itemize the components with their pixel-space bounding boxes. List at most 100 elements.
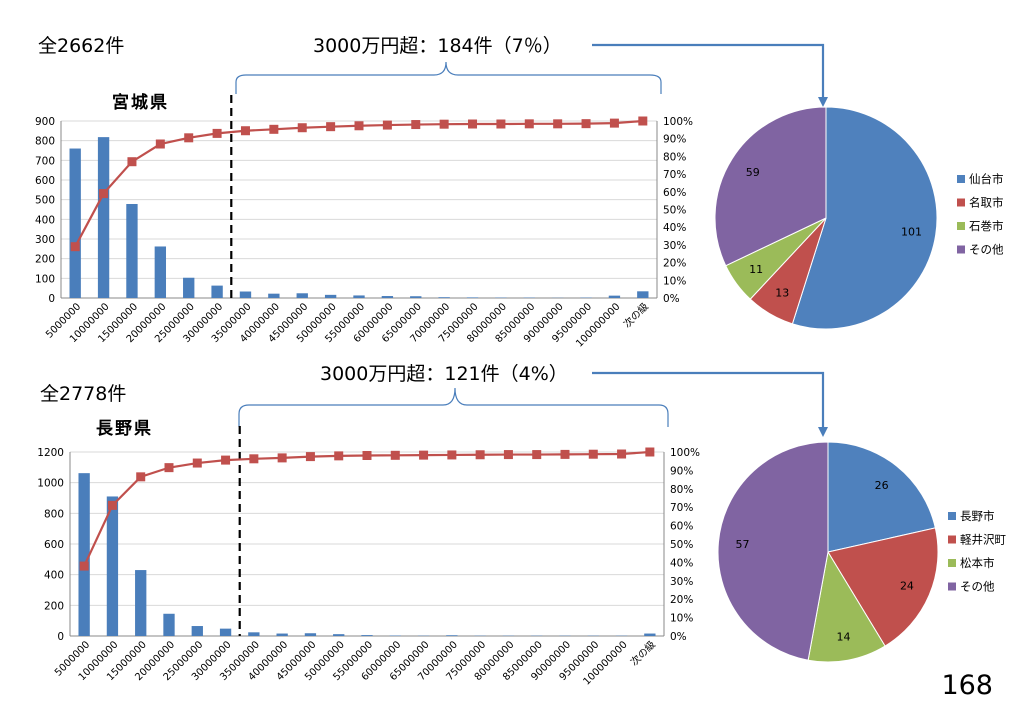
legend-label: 仙台市 bbox=[969, 172, 1004, 186]
bar bbox=[410, 296, 422, 298]
y2-tick-label: 80% bbox=[670, 484, 693, 496]
line-marker bbox=[588, 449, 598, 459]
bar bbox=[97, 137, 110, 298]
total-count-label: 全2778件 bbox=[40, 383, 126, 405]
pie-slice bbox=[791, 106, 938, 330]
line-marker bbox=[164, 463, 174, 473]
bar bbox=[106, 496, 119, 636]
line-marker bbox=[70, 242, 80, 252]
legend-swatch bbox=[948, 512, 956, 520]
pareto-chart: 0 100 200 300 400 500 600 700 800 900 0% 10% 20% 30% 4… bbox=[35, 95, 693, 350]
legend-swatch bbox=[948, 582, 956, 591]
callout-label: 3000万円超：184件（7％） bbox=[313, 35, 562, 57]
bar bbox=[268, 293, 280, 298]
slice-value-label: 57 bbox=[736, 538, 750, 551]
y-tick-label: 500 bbox=[35, 195, 55, 207]
y-tick-label: 900 bbox=[35, 116, 55, 128]
bar bbox=[211, 285, 223, 298]
y-tick-label: 0 bbox=[57, 631, 64, 643]
slice-value-label: 13 bbox=[775, 287, 789, 300]
line-marker bbox=[155, 139, 165, 149]
y-tick-label: 400 bbox=[35, 214, 55, 226]
line-marker bbox=[99, 189, 109, 199]
line-marker bbox=[638, 116, 648, 126]
legend-label: 名取市 bbox=[969, 196, 1004, 210]
slice-value-label: 26 bbox=[875, 479, 889, 492]
chart-title: 長野県 bbox=[96, 419, 153, 439]
bar bbox=[324, 294, 337, 298]
bar bbox=[353, 295, 365, 298]
slice-value-label: 59 bbox=[746, 166, 760, 179]
y-tick-label: 1000 bbox=[37, 478, 64, 490]
line-marker bbox=[419, 450, 429, 460]
y2-tick-label: 20% bbox=[663, 258, 686, 270]
pie-chart: 26 長野市 24 軽井沢町 14 松本市 57 その他 bbox=[717, 441, 1006, 663]
bar bbox=[304, 633, 317, 636]
bar bbox=[78, 473, 90, 636]
line-marker bbox=[439, 119, 449, 129]
bar bbox=[219, 628, 232, 636]
y-tick-label: 0 bbox=[48, 293, 55, 305]
arrow-to-pie bbox=[592, 43, 828, 107]
pie-slice bbox=[807, 550, 886, 663]
x-tick-label: 次の級 bbox=[621, 300, 651, 330]
line-marker bbox=[221, 455, 231, 465]
y2-tick-label: 0% bbox=[670, 631, 687, 643]
bar bbox=[163, 613, 175, 636]
chart-title: 宮城県 bbox=[112, 92, 169, 113]
x-tick-label: 次の級 bbox=[628, 638, 658, 668]
y-tick-label: 800 bbox=[44, 508, 64, 520]
bar bbox=[608, 295, 621, 298]
y2-tick-label: 70% bbox=[670, 502, 693, 514]
legend-swatch bbox=[957, 245, 965, 254]
line-marker bbox=[609, 118, 619, 128]
bar bbox=[69, 148, 81, 298]
line-marker bbox=[334, 451, 344, 461]
line-marker bbox=[136, 472, 146, 482]
line-marker bbox=[617, 449, 627, 459]
line-marker bbox=[192, 458, 202, 468]
y2-tick-label: 30% bbox=[663, 240, 686, 252]
line-marker bbox=[645, 447, 655, 457]
line-marker bbox=[411, 120, 421, 130]
line-marker bbox=[581, 119, 591, 129]
pie-slice bbox=[827, 441, 936, 553]
line-marker bbox=[79, 561, 89, 571]
legend-swatch bbox=[957, 198, 965, 207]
line-marker bbox=[240, 126, 250, 136]
line-marker bbox=[305, 452, 315, 462]
bar bbox=[333, 634, 345, 636]
y2-tick-label: 90% bbox=[663, 134, 686, 146]
total-count-label: 全2662件 bbox=[38, 35, 124, 57]
pie-slice bbox=[714, 106, 827, 267]
legend-label: 松本市 bbox=[960, 556, 995, 570]
y2-tick-label: 10% bbox=[670, 613, 693, 625]
y2-tick-label: 40% bbox=[663, 222, 686, 234]
bar bbox=[239, 291, 252, 298]
line-marker bbox=[277, 453, 287, 463]
y2-tick-label: 50% bbox=[663, 205, 686, 217]
line-marker bbox=[468, 119, 478, 129]
legend-swatch bbox=[948, 535, 956, 544]
line-marker bbox=[249, 454, 259, 464]
arrow-to-pie bbox=[592, 371, 828, 437]
y-tick-label: 1200 bbox=[37, 447, 64, 459]
legend-label: その他 bbox=[969, 243, 1004, 257]
bar bbox=[637, 291, 649, 298]
line-marker bbox=[496, 119, 506, 129]
line-marker bbox=[362, 450, 372, 460]
line-marker bbox=[503, 450, 513, 460]
y-tick-label: 200 bbox=[35, 254, 55, 266]
bar bbox=[644, 633, 656, 636]
bar bbox=[361, 635, 373, 636]
line-marker bbox=[354, 121, 364, 131]
line-marker bbox=[184, 133, 194, 143]
callout-label: 3000万円超：121件（4%） bbox=[320, 363, 568, 385]
y-tick-label: 600 bbox=[44, 539, 64, 551]
line-marker bbox=[212, 128, 222, 138]
slice-value-label: 11 bbox=[749, 263, 763, 276]
range-brace bbox=[235, 61, 662, 94]
y2-tick-label: 0% bbox=[663, 293, 680, 305]
y2-tick-label: 70% bbox=[663, 169, 686, 181]
